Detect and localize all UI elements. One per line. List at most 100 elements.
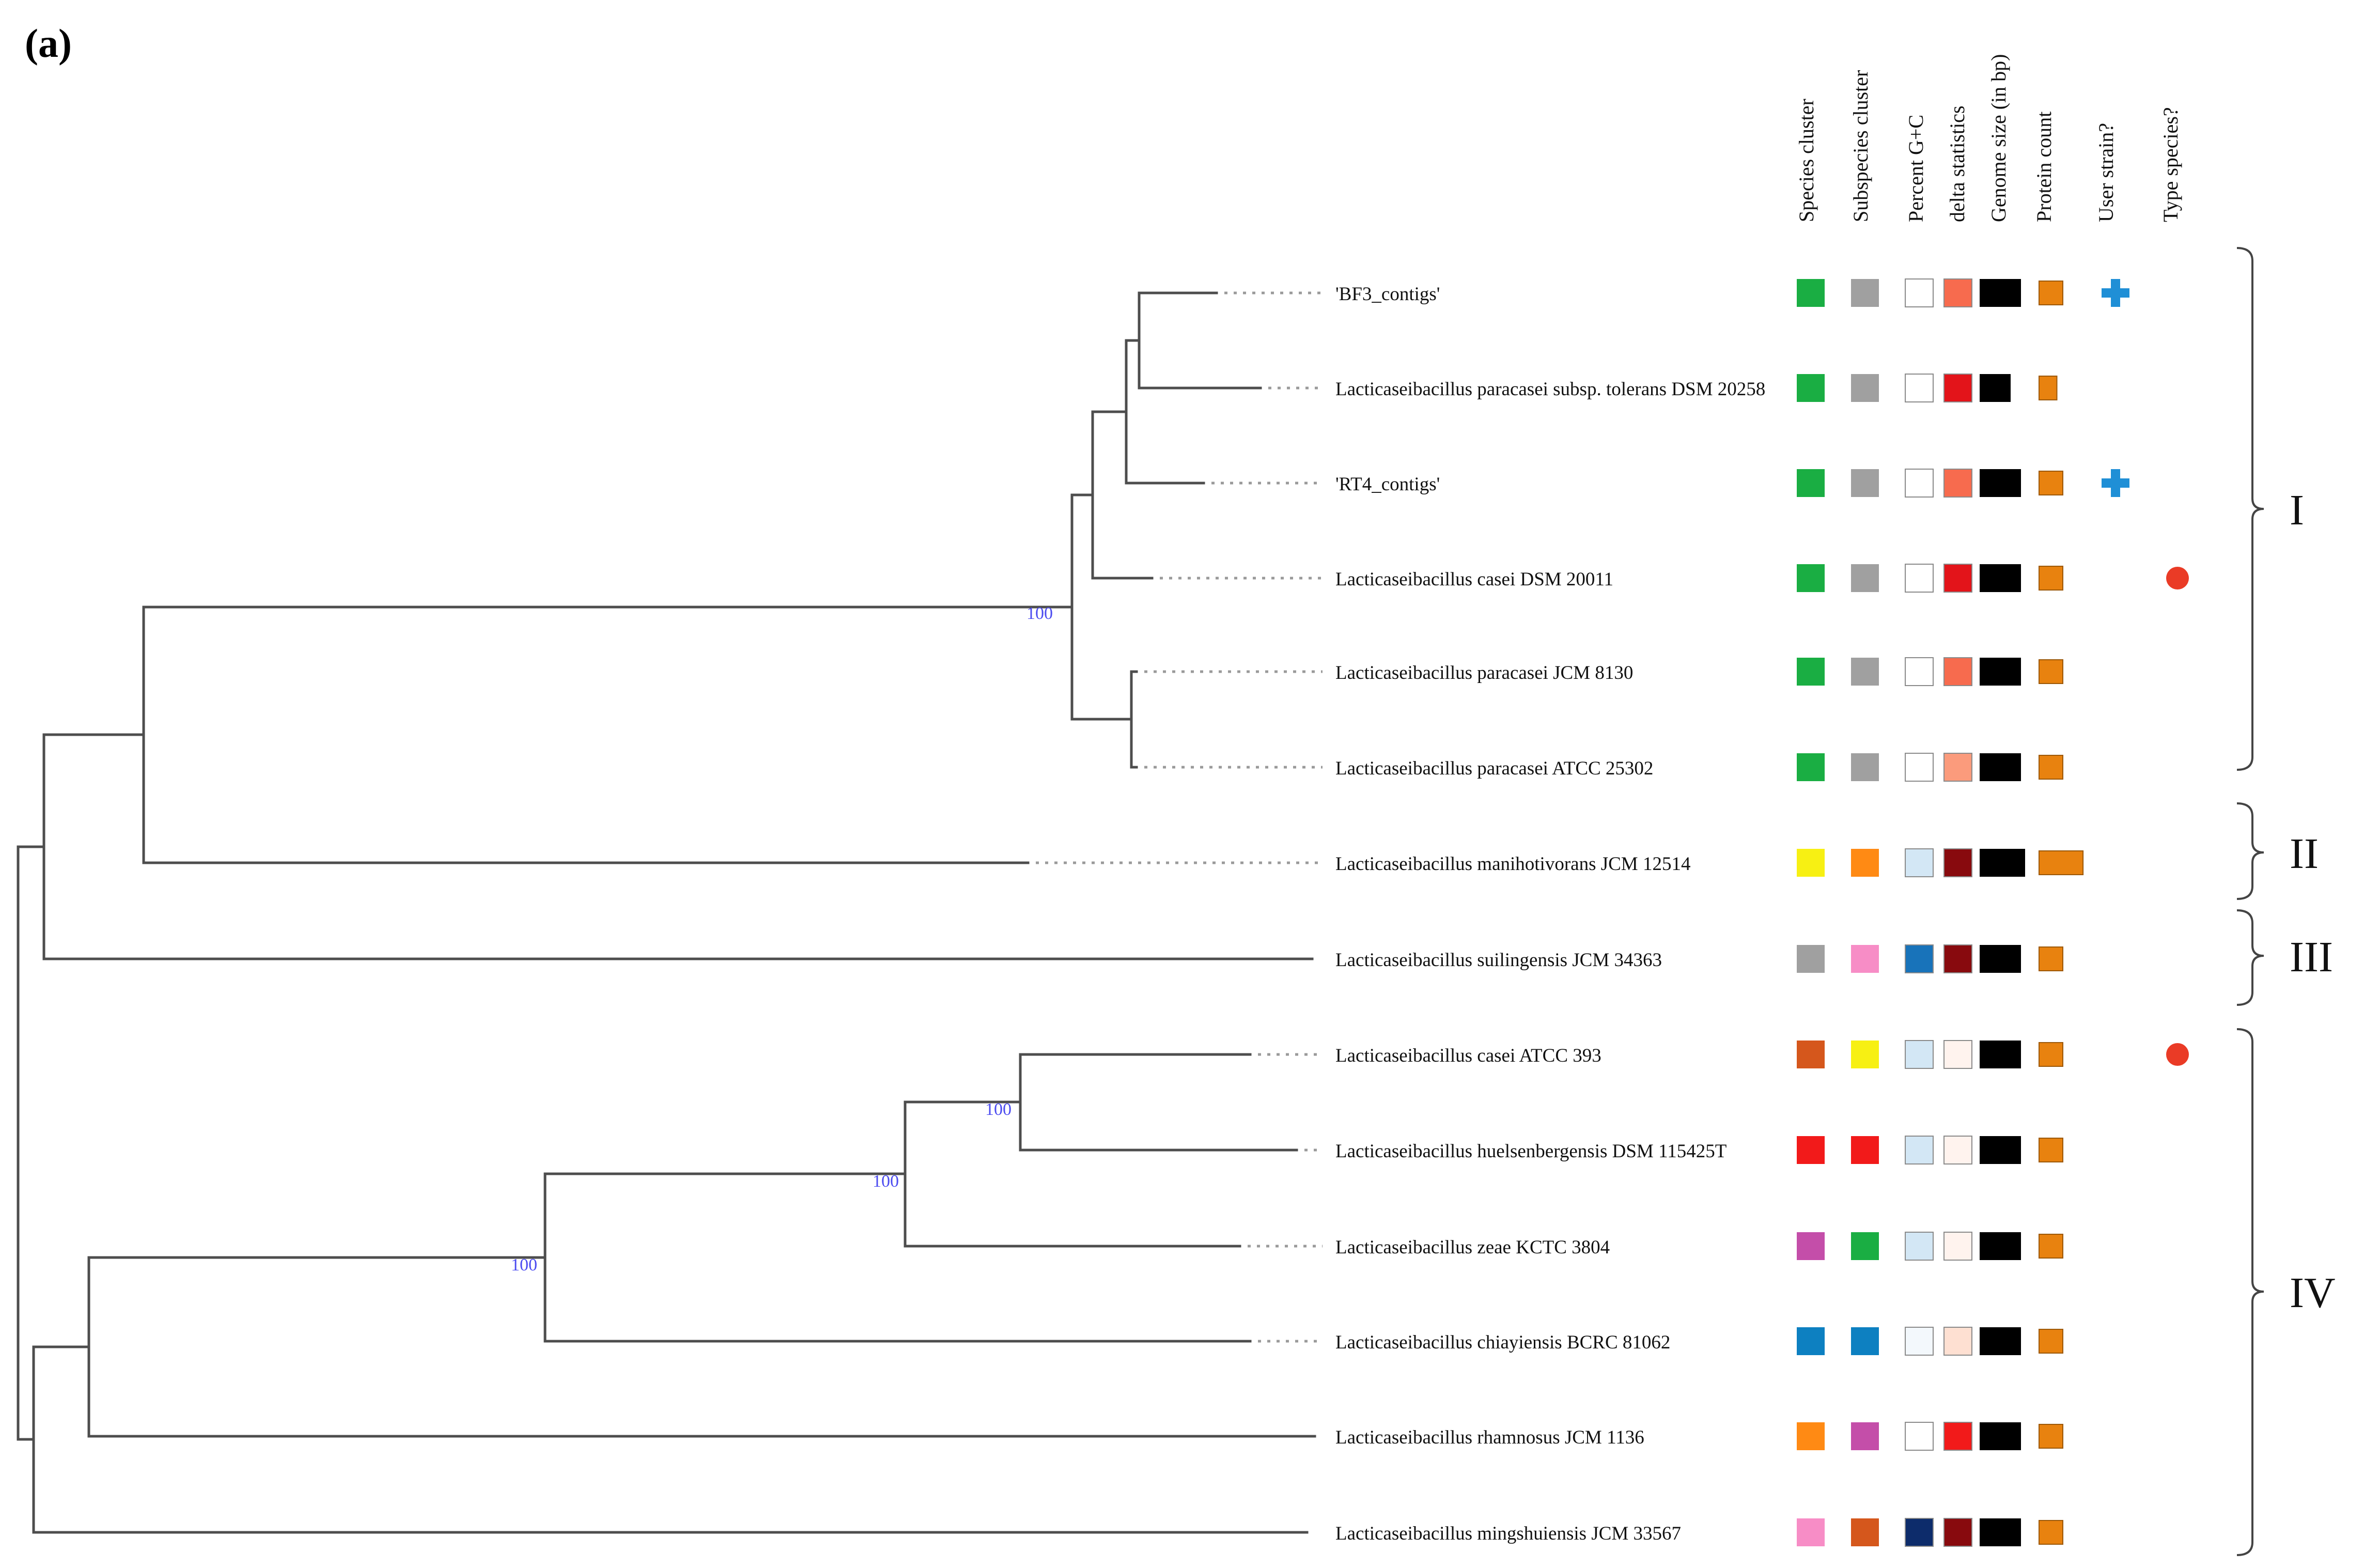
delta-statistics-cell xyxy=(1943,374,1972,402)
metadata-matrix xyxy=(1797,278,2189,1547)
species-cluster-cell xyxy=(1797,1327,1825,1355)
gc-content-cell xyxy=(1905,1232,1934,1261)
genome-size-bar xyxy=(1980,374,2011,402)
protein-count-bar xyxy=(2039,946,2063,971)
protein-count-bar xyxy=(2039,376,2058,400)
delta-statistics-cell xyxy=(1943,657,1972,686)
genome-size-bar xyxy=(1980,849,2025,877)
species-cluster-cell xyxy=(1797,1041,1825,1068)
bootstrap-support-value: 100 xyxy=(873,1172,899,1191)
user-strain-plus-icon xyxy=(2102,469,2129,497)
genome-size-bar xyxy=(1980,753,2021,781)
protein-count-bar xyxy=(2039,1424,2063,1449)
delta-statistics-cell xyxy=(1943,1422,1972,1451)
subspecies-cluster-cell xyxy=(1851,469,1879,497)
delta-statistics-cell xyxy=(1943,1518,1972,1547)
tree-branches: 100 100 100 100 xyxy=(17,291,1323,1534)
gc-content-cell xyxy=(1905,753,1934,782)
clade-label: II xyxy=(2290,830,2319,878)
protein-count-bar xyxy=(2039,850,2084,875)
delta-statistics-cell xyxy=(1943,278,1972,307)
protein-count-bar xyxy=(2039,1520,2063,1545)
gc-content-cell xyxy=(1905,374,1934,402)
clade-bracket xyxy=(2236,1028,2264,1556)
subspecies-cluster-cell xyxy=(1851,1422,1879,1450)
species-cluster-cell xyxy=(1797,658,1825,686)
subspecies-cluster-cell xyxy=(1851,1327,1879,1355)
species-cluster-cell xyxy=(1797,753,1825,781)
clade-label: IV xyxy=(2290,1269,2336,1317)
column-header-genome: Genome size (in bp) xyxy=(1987,54,2010,222)
species-cluster-cell xyxy=(1797,469,1825,497)
taxon-label: 'RT4_contigs' xyxy=(1335,474,1440,495)
taxon-label: Lacticaseibacillus mingshuiensis JCM 335… xyxy=(1335,1523,1681,1544)
taxon-label: Lacticaseibacillus chiayiensis BCRC 8106… xyxy=(1335,1332,1670,1353)
species-cluster-cell xyxy=(1797,1422,1825,1450)
taxon-label: Lacticaseibacillus huelsenbergensis DSM … xyxy=(1335,1141,1727,1162)
column-header-delta: delta statistics xyxy=(1946,105,1969,222)
subspecies-cluster-cell xyxy=(1851,753,1879,781)
taxon-label: Lacticaseibacillus casei ATCC 393 xyxy=(1335,1045,1601,1066)
protein-count-bar xyxy=(2039,1234,2063,1259)
subspecies-cluster-cell xyxy=(1851,279,1879,307)
delta-statistics-cell xyxy=(1943,1040,1972,1069)
clade-label: I xyxy=(2290,486,2304,534)
genome-size-bar xyxy=(1980,564,2021,592)
subspecies-cluster-cell xyxy=(1851,564,1879,592)
taxon-labels: 'BF3_contigs' Lacticaseibacillus paracase… xyxy=(1335,284,1765,1544)
column-header-species: Species cluster xyxy=(1795,99,1818,222)
genome-size-bar xyxy=(1980,279,2021,307)
protein-count-bar xyxy=(2039,281,2063,305)
gc-content-cell xyxy=(1905,657,1934,686)
column-header-gc: Percent G+C xyxy=(1904,115,1927,222)
genome-size-bar xyxy=(1980,1232,2021,1260)
protein-count-bar xyxy=(2039,1329,2063,1354)
genome-size-bar xyxy=(1980,1422,2021,1450)
user-strain-plus-icon xyxy=(2102,279,2129,307)
delta-statistics-cell xyxy=(1943,1327,1972,1356)
panel-label: (a) xyxy=(25,21,72,66)
subspecies-cluster-cell xyxy=(1851,849,1879,877)
taxon-label: Lacticaseibacillus casei DSM 20011 xyxy=(1335,569,1613,590)
bootstrap-support-value: 100 xyxy=(985,1100,1012,1119)
species-cluster-cell xyxy=(1797,1136,1825,1164)
protein-count-bar xyxy=(2039,1138,2063,1162)
subspecies-cluster-cell xyxy=(1851,1041,1879,1068)
type-species-dot-icon xyxy=(2166,1043,2189,1066)
clade-bracket xyxy=(2236,909,2264,1006)
delta-statistics-cell xyxy=(1943,564,1972,593)
gc-content-cell xyxy=(1905,278,1934,307)
taxon-label: Lacticaseibacillus paracasei ATCC 25302 xyxy=(1335,758,1653,779)
clade-bracket xyxy=(2236,802,2264,900)
gc-content-cell xyxy=(1905,944,1934,973)
protein-count-bar xyxy=(2039,471,2063,495)
delta-statistics-cell xyxy=(1943,848,1972,877)
gc-content-cell xyxy=(1905,1136,1934,1165)
subspecies-cluster-cell xyxy=(1851,1136,1879,1164)
species-cluster-cell xyxy=(1797,1518,1825,1546)
genome-size-bar xyxy=(1980,1136,2021,1164)
species-cluster-cell xyxy=(1797,374,1825,402)
gc-content-cell xyxy=(1905,1327,1934,1356)
subspecies-cluster-cell xyxy=(1851,1232,1879,1260)
taxon-label: Lacticaseibacillus suilingensis JCM 3436… xyxy=(1335,950,1662,971)
delta-statistics-cell xyxy=(1943,1136,1972,1165)
gc-content-cell xyxy=(1905,469,1934,498)
species-cluster-cell xyxy=(1797,564,1825,592)
column-header-user: User strain? xyxy=(2094,123,2118,222)
species-cluster-cell xyxy=(1797,279,1825,307)
gc-content-cell xyxy=(1905,1518,1934,1547)
subspecies-cluster-cell xyxy=(1851,658,1879,686)
clade-label: III xyxy=(2290,933,2333,981)
protein-count-bar xyxy=(2039,659,2063,684)
taxon-label: 'BF3_contigs' xyxy=(1335,284,1440,305)
species-cluster-cell xyxy=(1797,1232,1825,1260)
genome-size-bar xyxy=(1980,1518,2021,1546)
gc-content-cell xyxy=(1905,848,1934,877)
gc-content-cell xyxy=(1905,1040,1934,1069)
delta-statistics-cell xyxy=(1943,753,1972,782)
genome-size-bar xyxy=(1980,1327,2021,1355)
delta-statistics-cell xyxy=(1943,469,1972,498)
taxon-label: Lacticaseibacillus manihotivorans JCM 12… xyxy=(1335,853,1690,875)
